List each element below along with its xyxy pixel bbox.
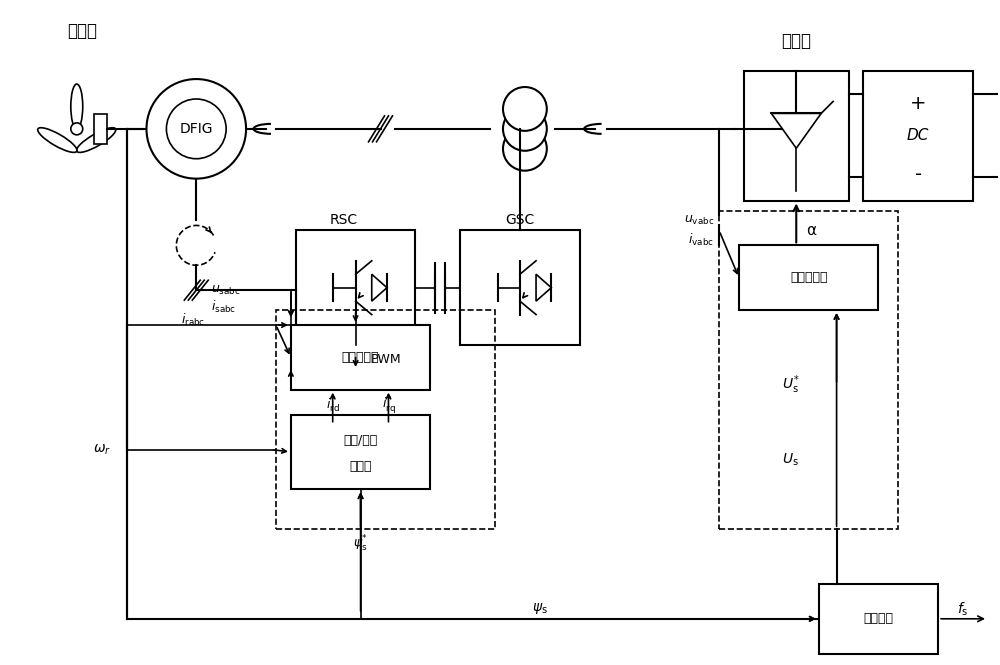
Text: $U^{*}_{\rm s}$: $U^{*}_{\rm s}$	[782, 374, 800, 396]
Text: DC: DC	[907, 128, 929, 144]
Text: 电流控制器: 电流控制器	[342, 351, 379, 364]
Polygon shape	[536, 274, 551, 301]
Text: $i^{*}_{\rm rd}$: $i^{*}_{\rm rd}$	[326, 394, 340, 415]
Text: $\omega_r$: $\omega_r$	[93, 442, 112, 457]
Ellipse shape	[38, 128, 77, 152]
Text: $f_{\rm s}$: $f_{\rm s}$	[957, 600, 969, 618]
Text: α: α	[806, 223, 816, 238]
Ellipse shape	[77, 128, 116, 152]
Text: 风力机: 风力机	[67, 22, 97, 41]
Bar	[94, 114, 107, 144]
Bar	[719, 211, 898, 529]
Text: 晶闸管: 晶闸管	[781, 32, 811, 51]
Text: PWM: PWM	[371, 353, 401, 366]
Text: 磁链/有功: 磁链/有功	[343, 434, 378, 448]
Text: $i_{\rm rabc}$: $i_{\rm rabc}$	[181, 312, 206, 328]
Bar	[819, 584, 938, 654]
Bar	[739, 245, 878, 310]
Circle shape	[503, 107, 547, 151]
Circle shape	[503, 127, 547, 171]
Text: $u_{\rm vabc}$: $u_{\rm vabc}$	[684, 214, 714, 227]
Text: $\psi^{*}_{\rm s}$: $\psi^{*}_{\rm s}$	[353, 534, 368, 554]
Polygon shape	[372, 274, 387, 301]
Bar	[460, 231, 580, 345]
Circle shape	[146, 79, 246, 179]
Bar	[744, 71, 849, 201]
Text: 控制器: 控制器	[349, 460, 372, 473]
Text: $\psi_{\rm s}$: $\psi_{\rm s}$	[532, 601, 548, 616]
Circle shape	[71, 123, 83, 135]
Bar	[291, 325, 430, 390]
Text: GSC: GSC	[505, 213, 535, 227]
Circle shape	[503, 87, 547, 131]
Text: $u_{\rm sabc}$: $u_{\rm sabc}$	[211, 284, 241, 297]
Ellipse shape	[71, 84, 83, 129]
Circle shape	[166, 99, 226, 159]
Bar	[291, 415, 430, 489]
Polygon shape	[771, 114, 821, 148]
Text: -: -	[915, 165, 922, 184]
Bar	[276, 310, 495, 529]
Bar	[863, 71, 973, 201]
Text: $i_{\rm vabc}$: $i_{\rm vabc}$	[688, 232, 714, 249]
Text: RSC: RSC	[330, 213, 358, 227]
Text: $i^{*}_{\rm rq}$: $i^{*}_{\rm rq}$	[382, 394, 395, 416]
Text: +: +	[910, 94, 926, 113]
Text: 电压控制器: 电压控制器	[790, 271, 827, 284]
Text: 协调控制: 协调控制	[863, 612, 893, 625]
Bar	[296, 231, 415, 345]
Text: $U_{\rm s}$: $U_{\rm s}$	[782, 452, 799, 467]
Text: DFIG: DFIG	[180, 122, 213, 136]
Text: $i_{\rm sabc}$: $i_{\rm sabc}$	[211, 299, 236, 315]
